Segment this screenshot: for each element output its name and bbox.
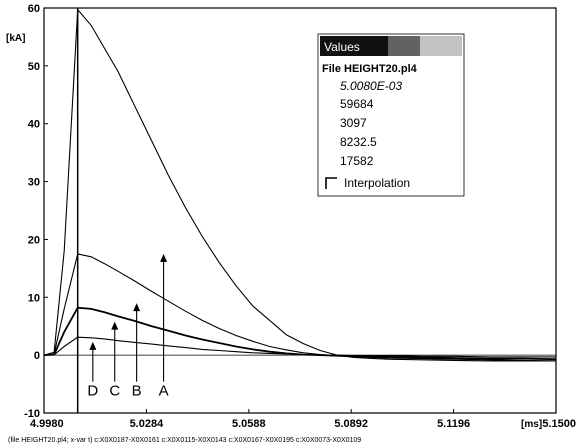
values-panel-titlebar-fade [388, 36, 462, 56]
series-line-d [43, 336, 556, 358]
arrow-head-d [89, 341, 97, 350]
values-panel-frame [317, 33, 465, 197]
y-tick-label: 20 [28, 234, 40, 246]
y-tick-label: -10 [24, 408, 40, 420]
arrow-head-c [111, 321, 119, 330]
values-panel-readout: 17582 [340, 154, 374, 168]
x-tick-label: 5.0892 [334, 418, 368, 430]
series-line-c [43, 306, 557, 361]
footer: (file HEIGHT20.pl4; x-var t) c:X0X0187-X… [8, 437, 361, 444]
x-tick-label: 5.1196 [437, 418, 470, 430]
y-tick-label: 40 [28, 119, 40, 131]
values-panel-time: 5.0080E-03 [340, 79, 402, 93]
plot-series [43, 8, 557, 362]
annotation-label-c: C [109, 383, 120, 400]
series-line-a [43, 8, 556, 362]
values-panel-readout: 8232.5 [340, 135, 377, 149]
y-tick-label: 60 [28, 3, 40, 15]
footer-caption: (file HEIGHT20.pl4; x-var t) c:X0X0187-X… [8, 437, 361, 444]
x-tick-label: 5.1500 [542, 418, 576, 430]
values-panel-readout: 3097 [340, 116, 367, 130]
x-tick-label: 5.0588 [232, 418, 266, 430]
interpolation-checkbox[interactable] [325, 177, 337, 189]
values-panel-file: File HEIGHT20.pl4 [322, 63, 418, 75]
y-tick-label: 0 [34, 350, 40, 362]
x-unit-label: [ms] [521, 419, 542, 430]
arrow-head-a [160, 253, 168, 262]
y-unit-label: [kA] [6, 33, 25, 44]
annotation-label-a: A [159, 383, 169, 400]
plot-axes: -10 0 10 20 30 40 50 60 [kA] 4.9980 5.0284 5.0588 5.… [6, 3, 576, 430]
y-tick-label: 10 [28, 292, 40, 304]
plot-frame [43, 7, 557, 414]
x-tick-label: 5.0284 [130, 418, 165, 430]
y-tick-label: 50 [28, 61, 40, 73]
values-panel[interactable]: Values File HEIGHT20.pl4 5.0080E-03 59684 30… [317, 33, 465, 197]
values-panel-title: Values [324, 40, 360, 54]
interpolation-label: Interpolation [344, 176, 410, 190]
annotation-label-d: D [87, 383, 98, 400]
annotation-label-b: B [132, 383, 142, 400]
y-tick-label: 30 [28, 177, 40, 189]
arrow-head-b [133, 303, 141, 312]
x-tick-label: 4.9980 [30, 418, 64, 430]
series-line-b [43, 253, 557, 362]
values-panel-readout: 59684 [340, 97, 374, 111]
